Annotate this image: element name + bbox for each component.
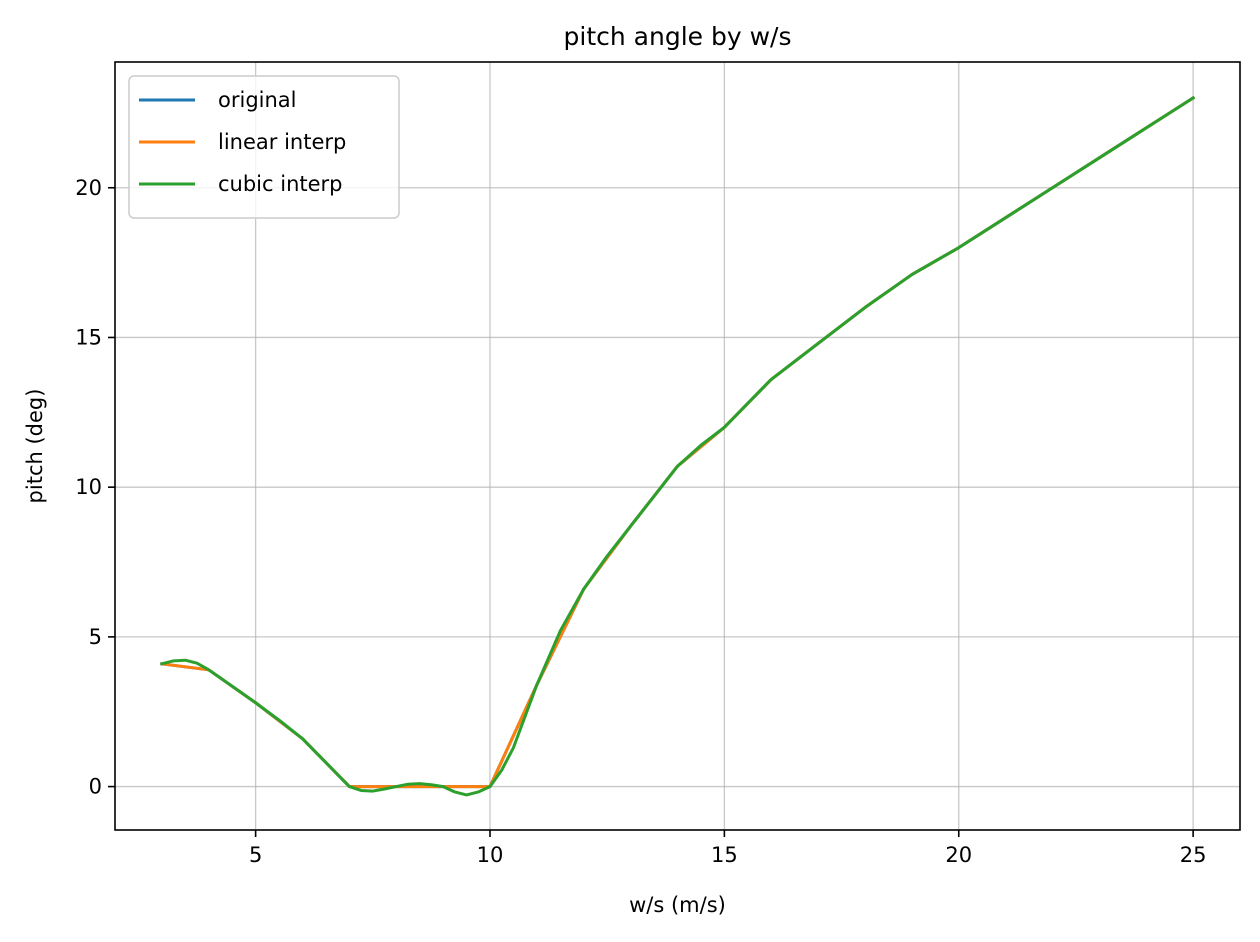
y-axis-label: pitch (deg): [23, 389, 47, 504]
legend-label: original: [218, 88, 297, 112]
x-tick-label: 5: [249, 843, 262, 867]
y-tick-label: 20: [75, 176, 102, 200]
y-tick-label: 0: [89, 775, 102, 799]
x-axis-label: w/s (m/s): [629, 893, 726, 917]
series-lines: [160, 95, 1196, 797]
legend-label: cubic interp: [218, 172, 343, 196]
x-tick-label: 20: [945, 843, 972, 867]
axis-ticks: 5 10 15 20 25 0 5 10 15 20: [75, 176, 1206, 867]
y-tick-label: 5: [89, 625, 102, 649]
series-line-cubic-interp: [160, 95, 1196, 797]
legend: original linear interp cubic interp: [128, 75, 400, 219]
y-tick-label: 10: [75, 475, 102, 499]
chart-title: pitch angle by w/s: [564, 22, 792, 51]
x-tick-label: 25: [1180, 843, 1207, 867]
legend-box: [128, 75, 400, 219]
y-tick-label: 15: [75, 325, 102, 349]
x-tick-label: 10: [477, 843, 504, 867]
legend-label: linear interp: [218, 130, 346, 154]
plot-frame: [114, 61, 1241, 831]
x-tick-label: 15: [711, 843, 738, 867]
legend-items: original linear interp cubic interp: [139, 88, 346, 196]
